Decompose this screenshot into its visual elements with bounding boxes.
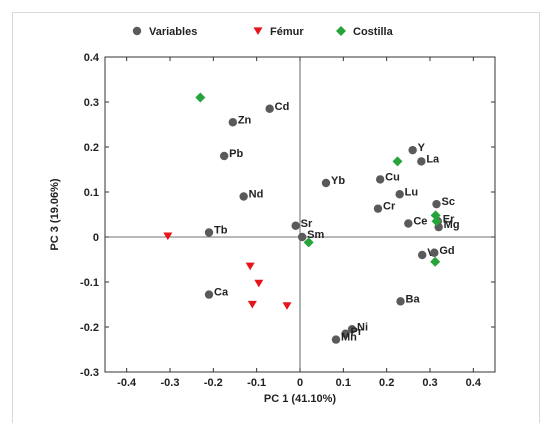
f-mur-point xyxy=(282,302,292,310)
x-tick-label: 0.3 xyxy=(422,377,437,389)
x-tick-label: 0 xyxy=(297,377,303,389)
f-mur-point xyxy=(245,262,255,271)
point-label: Ba xyxy=(406,293,421,305)
costilla-point xyxy=(195,92,206,103)
x-tick-label: -0.2 xyxy=(204,377,223,389)
point-label: Yb xyxy=(331,175,345,187)
point-label: Mn xyxy=(341,332,357,344)
data-marks: CdZnPbNdTbCaSrSmYbCuCrLuYLaCeScErMgVGdBa… xyxy=(163,92,460,344)
variables-point xyxy=(321,178,331,188)
y-tick-label: 0.1 xyxy=(84,187,99,199)
point-label: Ca xyxy=(214,287,229,299)
variables-point xyxy=(347,325,357,334)
point-label: Cu xyxy=(385,171,400,183)
legend-marker-f-mur xyxy=(253,27,263,36)
x-axis-label: PC 1 (41.10%) xyxy=(264,393,336,405)
point-label: Sr xyxy=(301,218,313,230)
f-mur-point xyxy=(247,300,257,309)
variables-point xyxy=(396,297,405,306)
variables-point xyxy=(375,175,385,184)
variables-point xyxy=(408,145,417,155)
variables-point xyxy=(430,248,439,257)
legend-label-costilla: Costilla xyxy=(353,26,394,38)
variables-point xyxy=(373,204,383,213)
y-tick-label: -0.2 xyxy=(80,322,99,334)
point-label: Zn xyxy=(238,114,252,126)
legend-label-f-mur: Fémur xyxy=(270,26,304,38)
point-label: Er xyxy=(443,213,455,225)
x-tick-label: 0.1 xyxy=(336,377,351,389)
point-label: Lu xyxy=(405,186,418,198)
x-tick-label: -0.4 xyxy=(117,377,137,389)
variables-point xyxy=(239,192,248,201)
variables-point xyxy=(395,190,404,199)
point-label: Y xyxy=(418,142,426,154)
f-mur-point xyxy=(254,279,264,288)
y-axis-label: PC 3 (19.06%) xyxy=(49,178,61,250)
legend: Variables Fémur Costilla xyxy=(132,26,394,38)
costilla-point xyxy=(431,216,442,227)
variables-point xyxy=(204,290,214,299)
point-label: Pb xyxy=(229,148,243,160)
variables-point xyxy=(265,104,274,113)
point-label: Cd xyxy=(275,101,290,113)
point-label: Nd xyxy=(249,189,264,201)
y-tick-label: 0.4 xyxy=(84,52,100,64)
costilla-point xyxy=(430,256,441,267)
x-tick-label: 0.4 xyxy=(466,377,482,389)
variables-point xyxy=(417,157,426,166)
variables-point xyxy=(204,228,214,237)
point-label: Ce xyxy=(413,216,427,228)
variables-point xyxy=(228,118,238,127)
chart-frame xyxy=(12,12,540,423)
y-tick-label: -0.3 xyxy=(80,367,99,379)
x-axis: -0.4 -0.3 -0.2 -0.1 0 0.1 0.2 0.3 0.4 xyxy=(117,57,482,389)
f-mur-point xyxy=(163,232,173,241)
variables-point xyxy=(341,329,350,338)
point-label: Pr xyxy=(351,326,363,338)
variables-point xyxy=(219,151,229,161)
y-tick-label: 0.2 xyxy=(84,142,99,154)
y-axis: -0.3 -0.2 -0.1 0 0.1 0.2 0.3 0.4 xyxy=(80,52,495,379)
point-label: Sc xyxy=(442,196,455,208)
point-label: Tb xyxy=(214,225,228,237)
costilla-point xyxy=(392,156,403,167)
variables-point xyxy=(291,221,300,230)
variables-point xyxy=(331,335,341,344)
point-label: Gd xyxy=(439,245,454,257)
point-label: Cr xyxy=(383,201,396,213)
x-tick-label: -0.1 xyxy=(247,377,266,389)
legend-label-variables: Variables xyxy=(149,26,197,38)
legend-marker-variables xyxy=(132,26,142,36)
point-label: Ni xyxy=(357,321,368,333)
y-tick-label: 0 xyxy=(93,232,99,244)
point-label: La xyxy=(426,153,440,165)
y-tick-label: 0.3 xyxy=(84,97,99,109)
legend-marker-costilla xyxy=(336,26,346,36)
variables-point xyxy=(432,199,441,209)
costilla-point xyxy=(303,237,314,248)
x-tick-label: -0.3 xyxy=(161,377,180,389)
variables-point xyxy=(297,232,307,242)
point-label: Sm xyxy=(307,229,324,241)
variables-point xyxy=(418,250,427,260)
point-label: Mg xyxy=(444,219,460,231)
y-tick-label: -0.1 xyxy=(80,277,99,289)
x-tick-label: 0.2 xyxy=(379,377,394,389)
variables-point xyxy=(404,219,413,228)
